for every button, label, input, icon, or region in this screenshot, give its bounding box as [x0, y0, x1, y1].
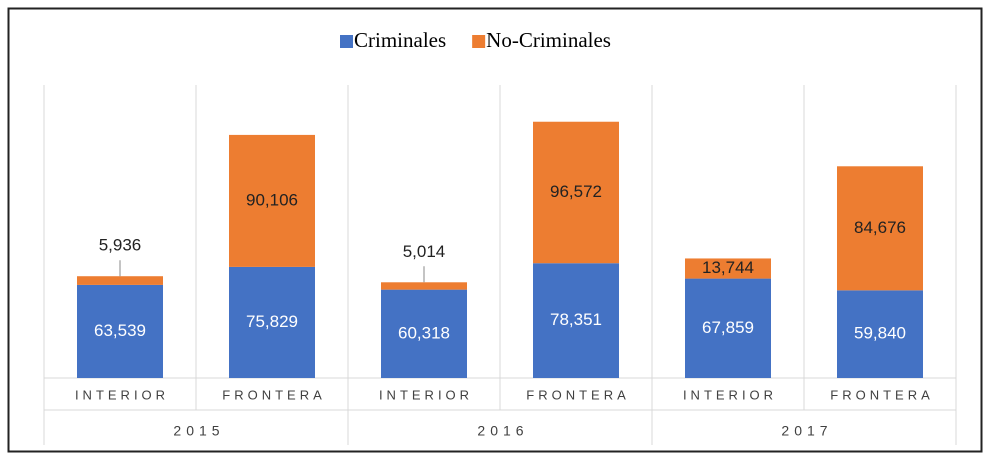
x-tick-label: FRONTERA: [830, 387, 934, 402]
data-label: 75,829: [246, 312, 298, 331]
data-label: 67,859: [702, 318, 754, 337]
bar-segment: [77, 284, 163, 378]
data-label: 13,744: [702, 258, 754, 277]
data-label: 84,676: [854, 218, 906, 237]
data-label: 5,014: [403, 242, 446, 261]
bar-segment: [229, 134, 315, 267]
legend-swatch: [472, 35, 486, 48]
legend-label: No-Criminales: [486, 28, 611, 52]
bar-segment: [381, 282, 467, 290]
group-label: 2017: [781, 423, 832, 439]
bar-segment: [837, 290, 923, 378]
data-label: 63,539: [94, 321, 146, 340]
data-label: 96,572: [550, 182, 602, 201]
bar-segment: [685, 278, 771, 378]
bar-segment: [533, 121, 619, 264]
data-label: 60,318: [398, 323, 450, 342]
group-label: 2015: [173, 423, 224, 439]
bar-segment: [381, 289, 467, 378]
x-tick-label: INTERIOR: [379, 387, 473, 402]
legend-swatch: [340, 35, 353, 48]
group-label: 2016: [477, 423, 528, 439]
bar-segment: [533, 263, 619, 378]
x-tick-label: INTERIOR: [75, 387, 169, 402]
data-label: 5,936: [99, 236, 142, 255]
bar-segment: [837, 166, 923, 291]
x-tick-label: FRONTERA: [222, 387, 326, 402]
data-label: 59,840: [854, 324, 906, 343]
data-label: 90,106: [246, 190, 298, 209]
bar-segment: [77, 276, 163, 285]
data-label: 78,351: [550, 310, 602, 329]
x-tick-label: INTERIOR: [683, 387, 777, 402]
bar-segment: [229, 266, 315, 378]
x-tick-label: FRONTERA: [526, 387, 630, 402]
legend-label: Criminales: [354, 28, 446, 52]
frame: [7, 7, 983, 453]
bar-segment: [685, 258, 771, 279]
